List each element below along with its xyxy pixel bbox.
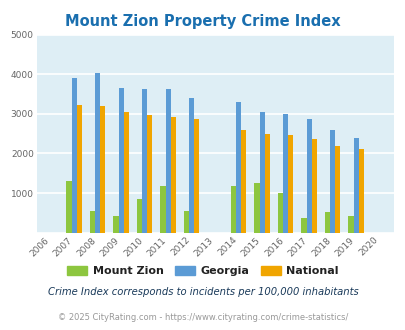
Bar xyxy=(358,149,363,233)
Bar xyxy=(95,73,100,233)
Bar xyxy=(77,105,82,233)
Bar xyxy=(236,102,241,233)
Bar xyxy=(118,88,124,233)
Bar xyxy=(230,186,236,233)
Bar xyxy=(147,115,152,233)
Bar xyxy=(241,130,246,233)
Bar xyxy=(264,134,269,233)
Legend: Mount Zion, Georgia, National: Mount Zion, Georgia, National xyxy=(63,261,342,280)
Bar xyxy=(259,112,264,233)
Bar xyxy=(66,181,71,233)
Bar xyxy=(165,88,171,233)
Bar xyxy=(189,98,194,233)
Bar xyxy=(306,119,311,233)
Bar xyxy=(353,138,358,233)
Bar xyxy=(288,135,293,233)
Bar xyxy=(100,106,105,233)
Bar xyxy=(142,89,147,233)
Bar xyxy=(277,193,282,233)
Bar xyxy=(324,213,329,233)
Bar xyxy=(282,114,288,233)
Bar xyxy=(136,199,142,233)
Bar xyxy=(301,218,306,233)
Bar xyxy=(90,211,95,233)
Bar xyxy=(335,146,340,233)
Bar xyxy=(113,215,118,233)
Bar xyxy=(124,112,129,233)
Bar xyxy=(254,183,259,233)
Bar xyxy=(160,186,165,233)
Bar xyxy=(71,78,77,233)
Bar xyxy=(311,139,316,233)
Bar xyxy=(171,117,175,233)
Text: Mount Zion Property Crime Index: Mount Zion Property Crime Index xyxy=(65,14,340,29)
Text: © 2025 CityRating.com - https://www.cityrating.com/crime-statistics/: © 2025 CityRating.com - https://www.city… xyxy=(58,313,347,322)
Bar xyxy=(347,216,353,233)
Bar xyxy=(183,211,189,233)
Bar xyxy=(194,119,199,233)
Bar xyxy=(329,130,335,233)
Text: Crime Index corresponds to incidents per 100,000 inhabitants: Crime Index corresponds to incidents per… xyxy=(47,287,358,297)
